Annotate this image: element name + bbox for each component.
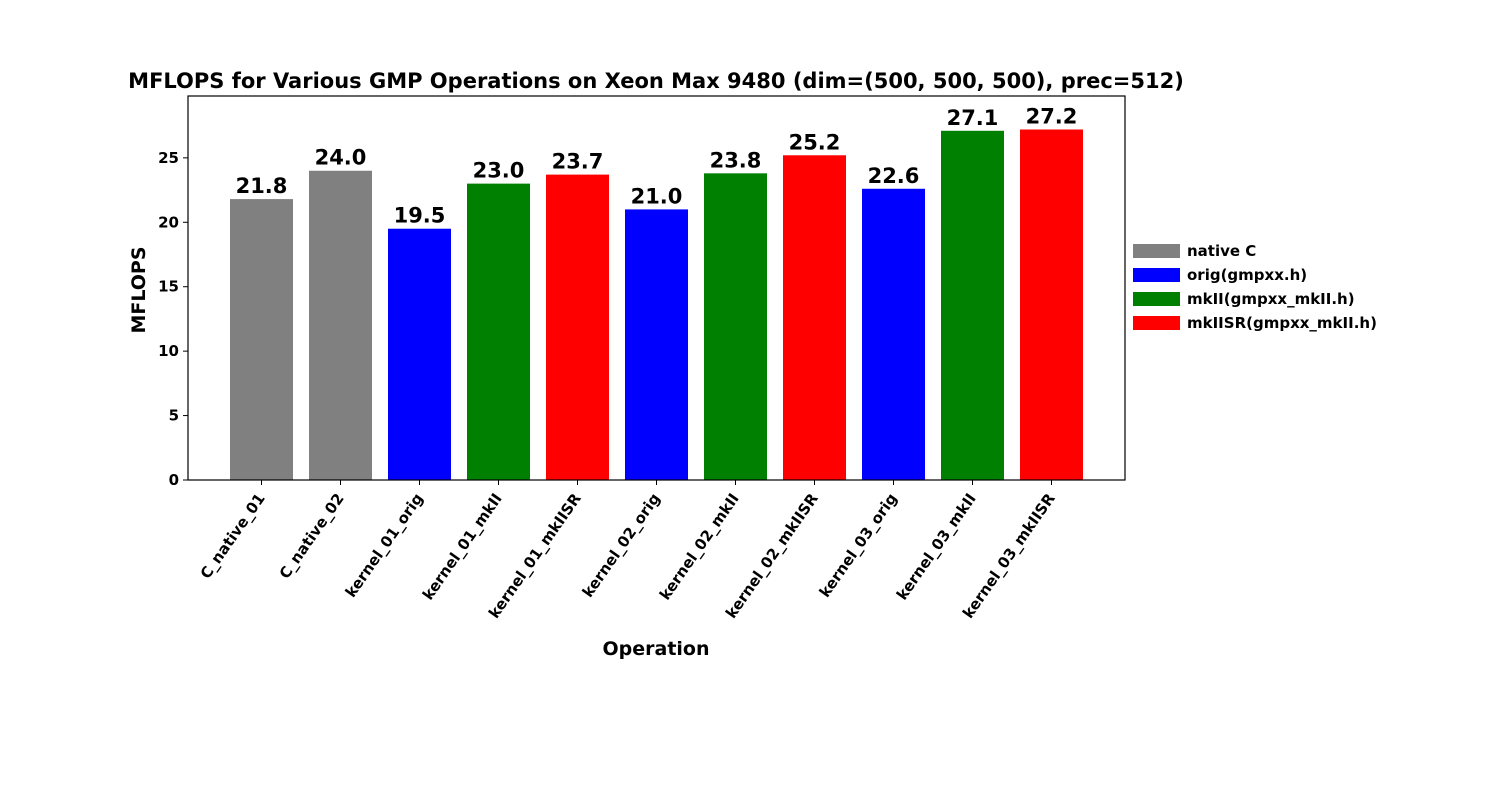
y-axis-label: MFLOPS [128, 246, 150, 333]
y-tick-label: 25 [158, 149, 179, 167]
x-tick-label: C_native_01 [197, 490, 269, 582]
legend-label: mkIISR(gmpxx_mkII.h) [1187, 314, 1377, 332]
x-tick-label: kernel_03_mkII [893, 490, 980, 603]
legend-swatch [1133, 268, 1180, 282]
data-labels-layer: 21.8 24.0 19.5 23.0 23.7 21.0 23.8 25.2 22.6 27.1… [236, 105, 1078, 228]
legend-label: native C [1187, 242, 1256, 260]
y-tick-label: 5 [169, 407, 179, 425]
data-label: 27.1 [947, 106, 999, 130]
x-tick-label: kernel_03_mkIISR [959, 490, 1059, 622]
bar-kernel_01_mkIISR [546, 174, 609, 480]
legend: native C orig(gmpxx.h) mkII(gmpxx_mkII.h)m… [1133, 242, 1377, 332]
chart-title: MFLOPS for Various GMP Operations on Xeo… [128, 69, 1184, 93]
data-label: 27.2 [1026, 105, 1078, 129]
bars-layer [230, 129, 1083, 481]
bar-kernel_03_orig [862, 188, 925, 481]
legend-swatch [1133, 292, 1180, 306]
bar-kernel_02_mkII [704, 173, 767, 480]
x-tick-label: kernel_02_orig [579, 490, 664, 601]
x-tick-label: kernel_01_orig [342, 490, 427, 601]
bar-kernel_03_mkII [941, 130, 1004, 481]
data-label: 24.0 [315, 146, 367, 170]
data-label: 21.8 [236, 174, 288, 198]
y-tick-label: 15 [158, 278, 179, 296]
bar-C_native_02 [309, 170, 372, 480]
data-label: 19.5 [394, 204, 446, 228]
x-tick-label: kernel_02_mkIISR [722, 490, 822, 622]
x-tick-label: kernel_02_mkII [656, 490, 743, 603]
x-axis-label: Operation [602, 638, 709, 660]
bar-kernel_01_orig [388, 228, 451, 480]
y-tick-label: 0 [169, 471, 179, 489]
x-tick-label: kernel_01_mkII [419, 490, 506, 603]
x-tick-label: kernel_03_orig [816, 490, 901, 601]
y-tick-label: 10 [158, 342, 179, 360]
data-label: 25.2 [789, 130, 841, 154]
legend-swatch [1133, 244, 1180, 258]
data-label: 21.0 [631, 184, 683, 208]
data-label: 23.0 [473, 159, 525, 183]
legend-swatch [1133, 316, 1180, 330]
x-axis: C_native_01 C_native_02kernel_01_origkern… [197, 480, 1059, 622]
x-tick-label: kernel_01_mkIISR [485, 490, 585, 622]
legend-label: orig(gmpxx.h) [1187, 266, 1307, 284]
bar-kernel_02_mkIISR [783, 155, 846, 481]
data-label: 22.6 [868, 164, 920, 188]
bar-kernel_03_mkIISR [1020, 129, 1083, 480]
x-tick-label: C_native_02 [276, 490, 348, 582]
bar-kernel_01_mkII [467, 183, 530, 481]
data-label: 23.8 [710, 148, 762, 172]
bar-kernel_02_orig [625, 209, 688, 480]
y-tick-label: 20 [158, 213, 179, 231]
legend-label: mkII(gmpxx_mkII.h) [1187, 290, 1355, 308]
data-label: 23.7 [552, 150, 604, 174]
y-axis: 0 5 10 15 20 25 [158, 149, 188, 489]
bar-C_native_01 [230, 199, 293, 480]
